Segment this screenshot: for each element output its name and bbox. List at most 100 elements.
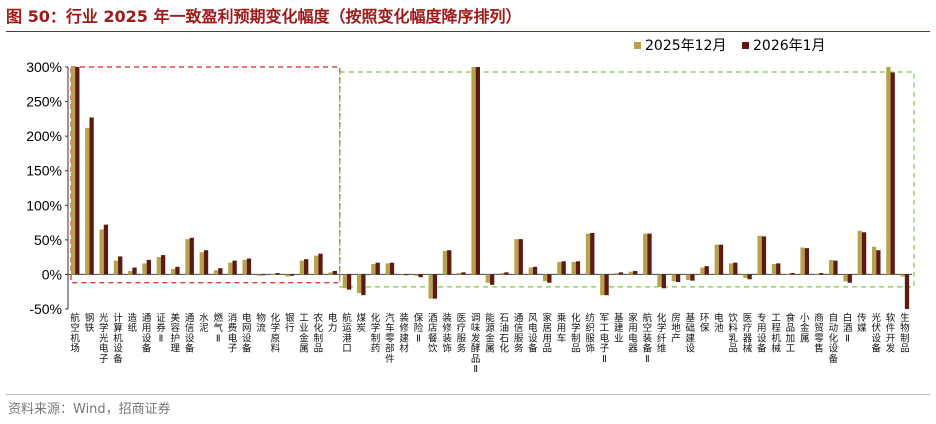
x-tick-label: 环保 <box>700 313 710 334</box>
x-tick-label: 化学制品 <box>571 312 581 355</box>
bar <box>547 274 552 283</box>
x-tick-label: 光伏设备 <box>871 312 881 355</box>
bar <box>904 274 910 309</box>
x-tick-label: 软件开发 <box>886 312 896 355</box>
bar <box>542 274 548 282</box>
bar <box>718 244 724 275</box>
bar <box>590 232 595 275</box>
x-tick-label: 军工电子 Ⅱ <box>600 313 610 365</box>
bar <box>232 260 237 275</box>
legend-label: 2026年1月 <box>753 38 826 54</box>
bar <box>156 257 161 275</box>
bar <box>118 256 123 275</box>
bar <box>843 274 848 282</box>
bar <box>628 271 634 275</box>
title-divider <box>6 31 930 32</box>
bar <box>375 262 380 275</box>
bar <box>132 267 137 275</box>
bar <box>757 235 762 275</box>
x-tick-label: 造纸 <box>128 312 138 334</box>
bar <box>532 266 538 275</box>
x-tick-label: 饮料乳品 <box>728 312 738 355</box>
bar <box>571 261 576 275</box>
bar <box>342 274 347 289</box>
bar <box>89 117 94 275</box>
x-tick-label: 基础建设 <box>686 312 696 355</box>
x-tick-label: 生物制品 <box>900 312 910 355</box>
x-tick-label: 自动化设备 <box>829 312 839 365</box>
x-tick-label: 家居用品 <box>542 312 552 355</box>
bar <box>385 263 390 275</box>
x-tick-label: 纺织服饰 <box>585 312 595 355</box>
bar <box>328 272 333 275</box>
x-tick-label: 电网设备 <box>242 312 252 355</box>
bar <box>790 273 795 275</box>
bar <box>504 272 509 275</box>
bar <box>113 260 119 275</box>
bar <box>70 67 76 275</box>
bar <box>146 259 151 275</box>
x-tick-label: 化学原料 <box>271 312 281 355</box>
bar <box>175 266 180 275</box>
x-tick-label: 基建业 <box>614 312 624 344</box>
bar <box>170 268 176 275</box>
x-tick-label: 消费电子 <box>228 312 238 355</box>
x-tick-label: 汽车零部件 <box>385 312 395 365</box>
chart-title: 图 50：行业 2025 年一致盈利预期变化幅度（按照变化幅度降序排列） <box>6 7 522 26</box>
bar <box>271 273 276 275</box>
x-tick-label: 工业金属 <box>299 313 309 355</box>
x-tick-label: 航运港口 <box>342 312 352 355</box>
x-tick-label: 家用电器 <box>628 312 638 355</box>
x-tick-label: 传媒 <box>857 312 867 334</box>
bar <box>557 261 562 275</box>
bar <box>518 239 523 275</box>
bar <box>747 274 752 280</box>
x-tick-label: 通信服务 <box>514 313 524 355</box>
bar <box>361 274 366 296</box>
bar <box>314 255 319 275</box>
x-tick-label: 医疗器械 <box>743 313 753 355</box>
bar <box>242 259 247 275</box>
x-tick-label: 航空装备 Ⅱ <box>643 312 653 365</box>
bar <box>261 274 266 276</box>
bar <box>728 263 734 275</box>
bar <box>643 233 648 275</box>
x-tick-label: 水泥 <box>199 312 209 334</box>
bar <box>418 274 423 278</box>
bar <box>75 67 80 275</box>
bar <box>442 250 448 275</box>
bar <box>318 253 323 275</box>
bar <box>142 263 147 275</box>
bar <box>285 274 290 277</box>
bar <box>432 274 438 299</box>
bar <box>886 67 891 275</box>
highlight-box-green <box>339 71 915 288</box>
footer-divider <box>6 394 930 395</box>
x-tick-label: 通信设备 <box>185 313 195 355</box>
bar <box>561 261 566 275</box>
x-tick-label: 酒店餐饮 <box>428 313 438 355</box>
x-tick-label: 乘用车 <box>557 312 567 344</box>
x-tick-label: 工程机械 <box>771 313 781 355</box>
x-tick-label: 装修装饰 <box>442 312 452 355</box>
bar <box>528 267 533 275</box>
legend-swatch <box>742 42 749 49</box>
bar <box>404 274 409 276</box>
bar <box>614 273 619 275</box>
x-tick-label: 装修建材 <box>399 312 409 355</box>
y-tick-label: 0% <box>42 266 62 282</box>
bar <box>246 258 252 275</box>
bar <box>829 259 834 275</box>
bar <box>618 272 624 275</box>
bar <box>160 255 166 275</box>
bar <box>733 262 738 275</box>
x-tick-label: 证券 Ⅱ <box>156 313 166 344</box>
bar <box>461 272 466 275</box>
bar <box>857 230 862 275</box>
bar <box>585 233 591 275</box>
y-tick-label: 300% <box>26 59 62 75</box>
y-tick-label: 100% <box>26 197 62 213</box>
bar <box>228 262 233 275</box>
x-tick-label: 专用设备 <box>757 312 767 355</box>
bar <box>647 233 652 275</box>
